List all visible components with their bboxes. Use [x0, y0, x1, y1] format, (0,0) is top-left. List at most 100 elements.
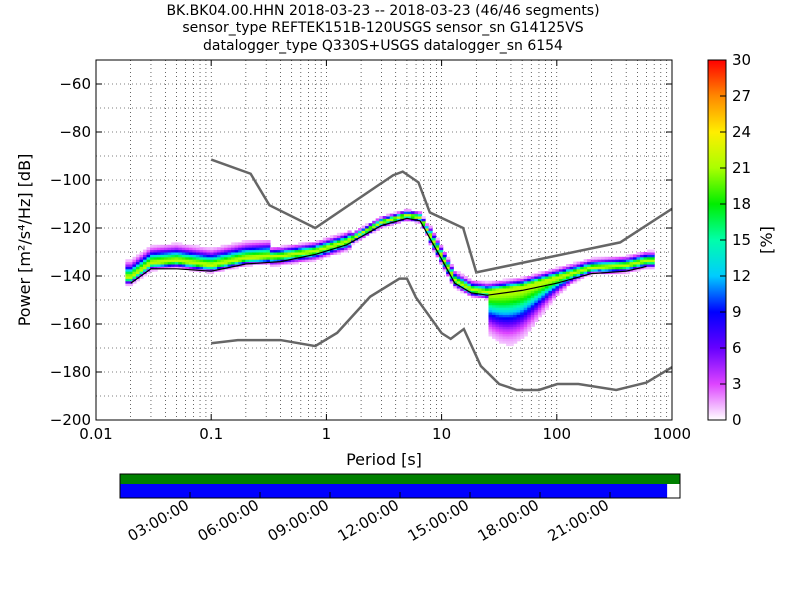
heatmap-cell [298, 249, 303, 253]
heatmap-cell [587, 264, 592, 267]
heatmap-cell [266, 261, 271, 265]
heatmap-cell [425, 230, 430, 234]
heatmap-cell [220, 244, 225, 248]
heatmap-cell [259, 259, 264, 263]
heatmap-cell [534, 280, 539, 284]
heatmap-cell [432, 249, 437, 253]
heatmap-cell [509, 326, 514, 330]
heatmap-cell [513, 316, 518, 320]
heatmap-cell [587, 273, 592, 277]
colorbar-tick-label: 15 [732, 231, 751, 249]
heatmap-cell [210, 247, 215, 251]
heatmap-cell [382, 216, 387, 219]
heatmap-cell [375, 223, 380, 227]
heatmap-cell [252, 244, 257, 248]
heatmap-cell [287, 254, 292, 258]
heatmap-cell [252, 254, 257, 258]
heatmap-cell [611, 268, 616, 272]
heatmap-cell [544, 290, 549, 294]
heatmap-cell [266, 242, 271, 246]
heatmap-cell [199, 259, 204, 263]
heatmap-cell [499, 333, 504, 337]
heatmap-cell [164, 254, 169, 258]
heatmap-cell [199, 254, 204, 258]
heatmap-cell [287, 244, 292, 248]
heatmap-cell [174, 261, 179, 265]
heatmap-cell [227, 247, 232, 251]
heatmap-cell [287, 249, 292, 253]
heatmap-cell [157, 259, 162, 263]
heatmap-cell [569, 264, 574, 267]
heatmap-cell [432, 237, 437, 241]
heatmap-cell [125, 278, 130, 282]
heatmap-cell [185, 252, 190, 255]
heatmap-cell [206, 271, 211, 275]
heatmap-cell [284, 254, 289, 258]
heatmap-cell [537, 309, 542, 313]
heatmap-cell [188, 259, 193, 263]
heatmap-cell [548, 302, 553, 306]
heatmap-cell [432, 240, 437, 243]
heatmap-cell [446, 259, 451, 263]
heatmap-cell [262, 254, 267, 258]
heatmap-cell [643, 256, 648, 260]
heatmap-cell [484, 288, 490, 291]
heatmap-cell [206, 259, 211, 263]
heatmap-cell [633, 259, 638, 263]
heatmap-cell [513, 280, 518, 284]
heatmap-cell [544, 285, 549, 289]
heatmap-cell [231, 254, 236, 258]
heatmap-cell [417, 213, 423, 217]
heatmap-cell [495, 283, 500, 287]
heatmap-cell [534, 312, 539, 315]
heatmap-cell [340, 249, 345, 253]
heatmap-cell [604, 256, 609, 260]
heatmap-cell [456, 280, 461, 284]
heatmap-cell [622, 264, 627, 267]
heatmap-cell [506, 331, 511, 335]
heatmap-cell [167, 254, 172, 258]
heatmap-cell [361, 228, 366, 231]
heatmap-cell [502, 316, 507, 320]
heatmap-cell [259, 256, 264, 260]
heatmap-cell [365, 223, 370, 227]
heatmap-cell [506, 340, 511, 344]
heatmap-cell [202, 252, 208, 255]
heatmap-cell [132, 266, 137, 270]
heatmap-cell [587, 259, 592, 263]
heatmap-cell [449, 266, 454, 270]
heatmap-cell [439, 254, 444, 258]
heatmap-cell [495, 326, 500, 330]
heatmap-cell [414, 220, 419, 224]
heatmap-cell [474, 288, 479, 291]
heatmap-cell [509, 312, 514, 315]
heatmap-cell [273, 247, 278, 251]
heatmap-cell [499, 288, 504, 291]
heatmap-cell [301, 242, 306, 246]
heatmap-cell [523, 321, 528, 325]
heatmap-cell [502, 328, 507, 332]
heatmap-cell [558, 288, 564, 291]
heatmap-cell [601, 268, 606, 272]
heatmap-cell [245, 249, 250, 253]
heatmap-cell [365, 225, 370, 229]
heatmap-cell [516, 304, 521, 308]
heatmap-cell [583, 268, 588, 272]
heatmap-cell [340, 237, 345, 241]
heatmap-cell [135, 264, 141, 267]
heatmap-cell [439, 247, 444, 251]
heatmap-cell [266, 256, 271, 260]
heatmap-cell [449, 273, 454, 277]
heatmap-cell [125, 276, 130, 279]
heatmap-cell [520, 278, 525, 282]
heatmap-cell [160, 252, 165, 255]
heatmap-cell [400, 211, 405, 215]
heatmap-cell [509, 343, 514, 347]
heatmap-cell [164, 264, 169, 267]
heatmap-cell [343, 235, 349, 239]
heatmap-cell [573, 273, 578, 277]
heatmap-cell [439, 249, 444, 253]
heatmap-cell [647, 252, 652, 255]
heatmap-cell [608, 261, 613, 265]
heatmap-cell [248, 244, 253, 248]
